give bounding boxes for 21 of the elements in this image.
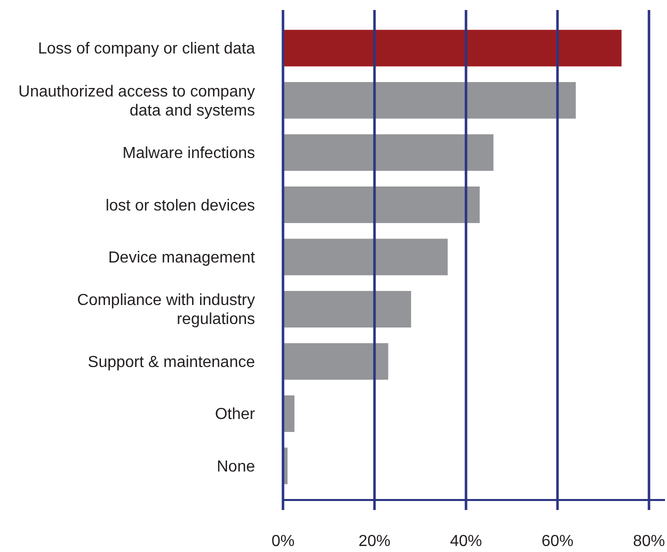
y-tick-label: None [216,458,256,476]
y-tick-label: Device management [108,250,256,266]
y-tick-label: lost or stolen devices [106,197,255,214]
x-tick-label: 40% [450,533,482,550]
y-tick-label: Unauthorized access to company data and systems [18,83,255,120]
y-tick-label: Malware infections [122,145,255,162]
x-tick-label: 20% [358,533,391,550]
bar [283,186,480,224]
y-tick-label: Support & maintenance [88,354,256,371]
y-tick-label: Other [214,406,256,424]
bar [283,290,412,328]
bar [283,30,622,66]
y-tick-label: Compliance with industry regulations [77,292,255,328]
x-tick-label: 60% [541,533,574,550]
bar [283,343,388,380]
bar [283,134,494,171]
x-tick-label: 80% [632,533,666,550]
y-tick-label: Loss of company or client data [38,40,256,58]
bar [283,238,448,276]
bar [283,82,576,119]
x-tick-label: 0% [271,533,295,550]
